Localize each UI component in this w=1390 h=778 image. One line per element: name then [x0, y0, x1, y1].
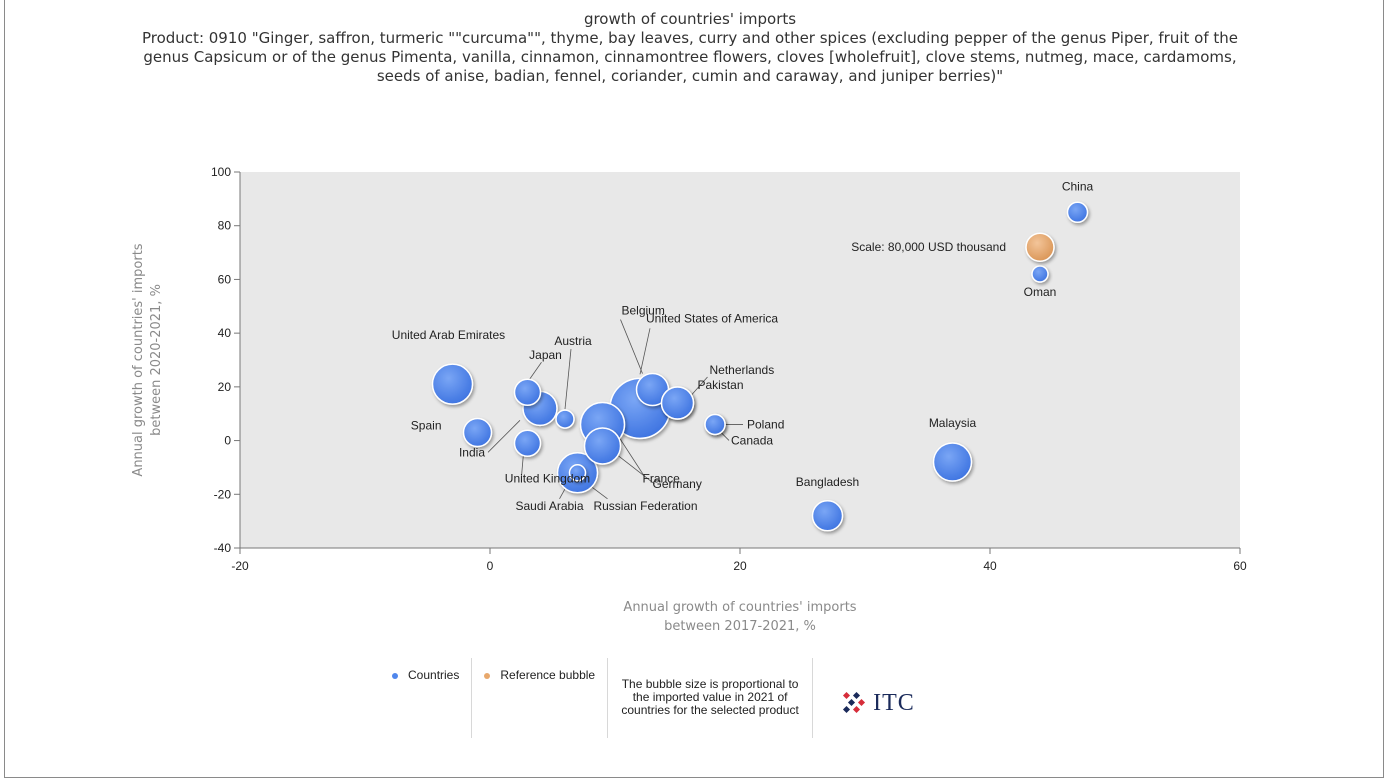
y-tick-label: 60: [218, 272, 232, 286]
bubble-label-india: India: [459, 445, 485, 459]
bubble-oman[interactable]: [1031, 265, 1049, 283]
bubble-bangladesh[interactable]: [811, 500, 844, 532]
y-tick-label: 80: [218, 219, 232, 233]
bubble-united-kingdom[interactable]: [513, 429, 542, 458]
x-axis-label-line2: between 2017-2021, %: [664, 619, 816, 634]
bubble-spain[interactable]: [462, 417, 493, 448]
bubble-pakistan[interactable]: [660, 386, 695, 420]
bubble-japan[interactable]: [513, 378, 542, 406]
itc-logo-text: ITC: [873, 689, 915, 716]
chart-title: growth of countries' imports: [583, 10, 797, 28]
y-tick-label: 0: [224, 434, 231, 448]
bubble-label-united-arab-emirates: United Arab Emirates: [392, 328, 505, 342]
leader-line: [620, 319, 643, 374]
bubble-malaysia[interactable]: [932, 442, 973, 482]
itc-logo-icon: [843, 691, 866, 714]
chart-header: growth of countries' imports Product: 09…: [90, 10, 1290, 86]
leader-line: [564, 349, 572, 410]
bubble-label-canada: Canada: [731, 433, 773, 447]
leader-line: [639, 328, 651, 375]
leader-line: [487, 420, 521, 453]
y-tick-label: 100: [211, 165, 231, 179]
x-tick-label: 0: [487, 559, 494, 573]
y-axis-label-line1: Annual growth of countries' imports: [131, 243, 146, 476]
bubble-label-japan: Japan: [529, 348, 562, 362]
bubble-russian-federation[interactable]: [568, 464, 587, 482]
bubble-austria[interactable]: [555, 409, 575, 429]
legend-item-reference[interactable]: Reference bubble: [472, 658, 609, 738]
legend-note: The bubble size is proportional to the i…: [621, 677, 799, 717]
bubble-label-france: France: [643, 471, 681, 485]
legend: Countries Reference bubble The bubble si…: [380, 658, 915, 738]
bubble-label-belgium: Belgium: [622, 304, 665, 318]
bubble-label-united-states-of-america: United States of America: [646, 311, 778, 325]
bubble-label-netherlands: Netherlands: [710, 363, 775, 377]
legend-label-countries: Countries: [408, 668, 460, 682]
y-tick-label: -20: [214, 487, 232, 501]
itc-logo: ITC: [813, 658, 915, 738]
legend-item-note: The bubble size is proportional to the i…: [608, 658, 814, 738]
bubble-label-saudi-arabia: Saudi Arabia: [515, 499, 583, 513]
bubble-china[interactable]: [1066, 201, 1089, 224]
bubble-label-poland: Poland: [747, 417, 784, 431]
bubble-label-united-kingdom: United Kingdom: [505, 471, 590, 485]
bubble-label-russian-federation: Russian Federation: [593, 499, 697, 513]
bubble-label-bangladesh: Bangladesh: [796, 475, 859, 489]
bubble-scale-80-000-usd-thousand[interactable]: [1025, 232, 1055, 262]
x-tick-label: 20: [733, 559, 747, 573]
bubble-chart: 100 80 60 40 20 0 -20 -40 -20 0 20 40 60 United Stat…: [131, 165, 1247, 634]
bubble-canada[interactable]: [704, 413, 726, 436]
y-tick-label: -40: [214, 541, 232, 555]
legend-item-countries[interactable]: Countries: [380, 658, 473, 738]
plot-area: [240, 172, 1240, 548]
leader-line: [521, 453, 524, 477]
legend-dot-countries: [392, 673, 398, 679]
y-tick-label: 20: [218, 380, 232, 394]
bubble-label-spain: Spain: [411, 419, 442, 433]
x-axis-label-line1: Annual growth of countries' imports: [623, 600, 856, 615]
chart-subtitle: Product: 0910 "Ginger, saffron, turmeric…: [141, 29, 1239, 85]
leader-line: [691, 376, 708, 396]
leader-line: [618, 436, 645, 477]
bubble-united-arab-emirates[interactable]: [431, 363, 474, 405]
x-tick-label: 60: [1233, 559, 1247, 573]
x-tick-label: 40: [983, 559, 997, 573]
bubble-label-china: China: [1062, 179, 1094, 193]
legend-dot-reference: [484, 673, 491, 679]
x-tick-label: -20: [231, 559, 249, 573]
leader-line: [618, 455, 655, 485]
bubble-label-scale-80-000-usd-thousand: Scale: 80,000 USD thousand: [851, 240, 1006, 254]
bubble-germany[interactable]: [583, 427, 622, 465]
y-tick-label: 40: [218, 326, 232, 340]
leader-line: [720, 432, 730, 441]
y-axis-label-line2: between 2020-2021, %: [149, 284, 164, 436]
bubble-label-pakistan: Pakistan: [698, 378, 744, 392]
bubble-label-oman: Oman: [1024, 285, 1057, 299]
bubble-label-austria: Austria: [554, 334, 592, 348]
bubble-label-germany: Germany: [653, 477, 702, 491]
legend-label-reference: Reference bubble: [500, 668, 596, 682]
bubble-label-malaysia: Malaysia: [929, 416, 977, 430]
